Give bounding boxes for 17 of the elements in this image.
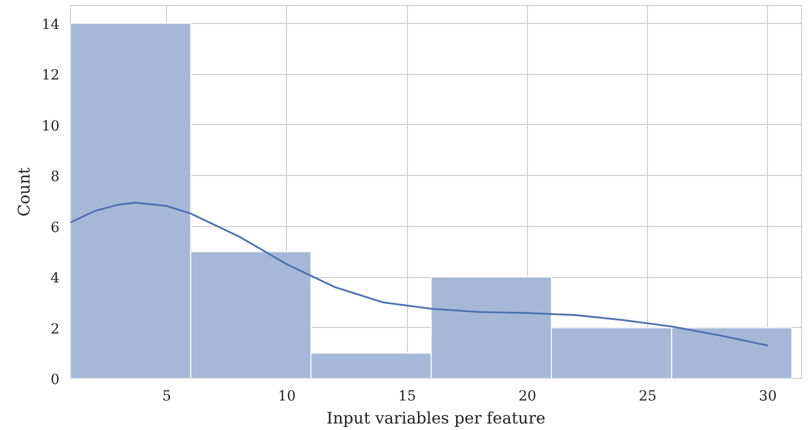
y-tick-label: 4 (50, 270, 60, 287)
x-tick-label: 15 (398, 388, 416, 404)
x-tick-label: 30 (758, 388, 777, 404)
x-tick-label: 20 (518, 388, 536, 404)
y-tick-label: 2 (50, 321, 60, 338)
y-axis-title: Count (14, 166, 34, 216)
x-tick-label: 5 (162, 388, 172, 404)
y-tick-label: 6 (50, 220, 60, 236)
y-tick-label: 8 (50, 169, 60, 186)
x-axis-title: Input variables per feature (326, 408, 546, 428)
x-tick-label: 10 (278, 388, 296, 404)
x-tick-label: 25 (638, 388, 657, 404)
y-tick-label: 0 (50, 372, 60, 388)
line-series (70, 202, 769, 346)
y-tick-label: 12 (42, 68, 60, 84)
y-tick-label: 10 (42, 118, 60, 134)
y-tick-label: 14 (42, 16, 60, 33)
